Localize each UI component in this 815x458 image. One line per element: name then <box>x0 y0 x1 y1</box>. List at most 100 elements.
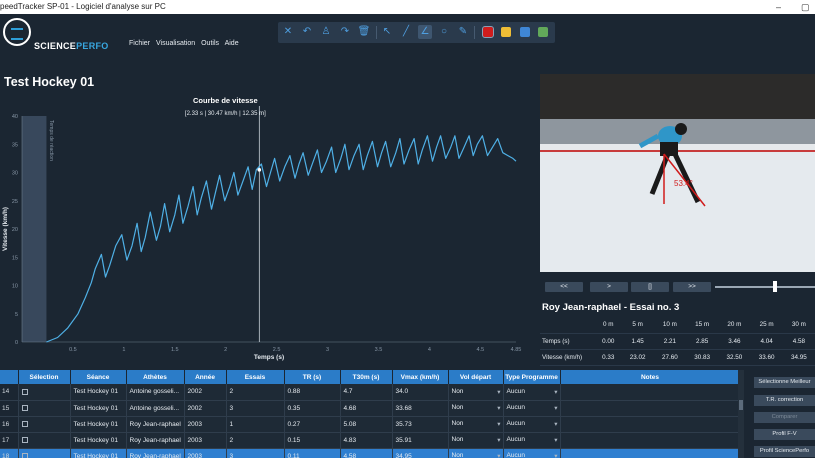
cell-essais-text: 2 <box>229 388 234 396</box>
dropdown-chevron-icon[interactable]: ▾ <box>497 388 501 396</box>
tr-correction-button[interactable]: T.R. correction <box>754 395 815 406</box>
column-header-essais[interactable]: Essais <box>226 370 285 384</box>
line-tool-icon[interactable]: ╱ <box>402 26 410 37</box>
column-header-selection[interactable]: Sélection <box>18 370 71 384</box>
table-scrollbar-thumb[interactable] <box>739 400 743 410</box>
cell-vol-depart[interactable]: Non ▾ <box>448 448 504 458</box>
blue-color-swatch[interactable] <box>520 27 530 37</box>
selection-checkbox[interactable] <box>18 400 71 417</box>
video-frame[interactable]: 53.4° <box>540 74 815 272</box>
menu-fichier[interactable]: Fichier <box>129 40 151 47</box>
cell-vol-depart[interactable]: Non ▾ <box>448 432 504 449</box>
cell-notes[interactable] <box>560 416 741 433</box>
table-row[interactable]: 15 Test Hockey 01 Antoine gosseli... 2002 3 0… <box>0 400 741 417</box>
column-header-type-programme[interactable]: Type Programme <box>503 370 561 384</box>
video-position-slider[interactable] <box>715 286 815 288</box>
column-header-vol-depart[interactable]: Vol départ <box>448 370 504 384</box>
speed-chart[interactable]: Temps de réaction 0 5 10 15 20 25 30 35 40 0.5 1 1.5… <box>0 92 530 362</box>
dropdown-chevron-icon[interactable]: ▾ <box>497 405 501 412</box>
redo-icon[interactable]: ↷ <box>340 26 350 37</box>
dropdown-chevron-icon[interactable]: ▾ <box>554 388 558 396</box>
menu-aide[interactable]: Aide <box>224 40 239 47</box>
cell-type-programme[interactable]: Aucun ▾ <box>503 384 561 401</box>
dropdown-chevron-icon[interactable]: ▾ <box>497 453 501 458</box>
menu-visualisation[interactable]: Visualisation <box>155 40 196 47</box>
checkbox-icon[interactable] <box>21 452 28 458</box>
column-header-seance[interactable]: Séance <box>70 370 127 384</box>
column-header-vmax[interactable]: Vmax (km/h) <box>392 370 449 384</box>
red-color-swatch[interactable] <box>482 26 494 38</box>
splits-corner-cell <box>540 317 595 334</box>
close-x-icon[interactable]: ✕ <box>283 26 293 37</box>
x-tick-label: 3 <box>326 347 329 353</box>
cell-athlete: Roy Jean-raphael <box>126 432 185 449</box>
cell-notes[interactable] <box>560 432 741 449</box>
play-button[interactable]: > <box>590 282 628 292</box>
cell-vmax-text: 35.91 <box>395 436 412 444</box>
selection-checkbox[interactable] <box>18 448 71 458</box>
rewind-button[interactable]: << <box>545 282 583 292</box>
profile-scienceperfo-button[interactable]: Profil SciencePerfo <box>754 446 815 457</box>
column-header-annee[interactable]: Année <box>184 370 227 384</box>
dropdown-chevron-icon[interactable]: ▾ <box>554 453 558 458</box>
table-scrollbar[interactable] <box>738 370 744 458</box>
cell-essais: 2 <box>226 384 285 401</box>
cell-vol-depart[interactable]: Non ▾ <box>448 384 504 401</box>
cell-seance: Test Hockey 01 <box>70 432 127 449</box>
cell-type-programme[interactable]: Aucun ▾ <box>503 432 561 449</box>
table-row[interactable]: 14 Test Hockey 01 Antoine gosseli... 2002 2 0… <box>0 384 741 401</box>
dropdown-chevron-icon[interactable]: ▾ <box>554 421 558 428</box>
selection-checkbox[interactable] <box>18 416 71 433</box>
cell-type-programme[interactable]: Aucun ▾ <box>503 448 561 458</box>
selection-checkbox[interactable] <box>18 384 71 401</box>
cell-notes[interactable] <box>560 448 741 458</box>
selection-checkbox[interactable] <box>18 432 71 449</box>
x-tick-label: 4 <box>428 347 431 353</box>
compare-button[interactable]: Comparer <box>754 412 815 423</box>
cursor-arrow-icon[interactable]: ↖ <box>382 26 392 37</box>
y-tick-label: 5 <box>15 312 18 318</box>
column-header-tr[interactable]: TR (s) <box>284 370 341 384</box>
trash-icon[interactable]: 🗑 <box>357 26 371 37</box>
brand-part1: SCIENCE <box>34 41 77 51</box>
profile-fv-button[interactable]: Profil F-V <box>754 429 815 440</box>
pause-button[interactable]: [] <box>631 282 669 292</box>
cell-athlete: Antoine gosseli... <box>126 384 185 401</box>
dropdown-chevron-icon[interactable]: ▾ <box>497 421 501 428</box>
brush-icon[interactable]: ♙ <box>321 26 331 37</box>
angle-tool-icon[interactable]: ∠ <box>418 25 432 39</box>
split-time-value: 4.04 <box>750 333 783 350</box>
cell-vol-depart[interactable]: Non ▾ <box>448 416 504 433</box>
column-header-notes[interactable]: Notes <box>560 370 741 384</box>
column-header-t30m[interactable]: T30m (s) <box>340 370 393 384</box>
column-header-athletes[interactable]: Athètes <box>126 370 185 384</box>
cell-tr-text: 0.35 <box>287 404 301 412</box>
undo-icon[interactable]: ↶ <box>302 26 312 37</box>
minimize-button[interactable]: – <box>776 2 782 12</box>
cell-vol-depart[interactable]: Non ▾ <box>448 400 504 417</box>
checkbox-icon[interactable] <box>21 420 28 427</box>
dropdown-chevron-icon[interactable]: ▾ <box>497 437 501 444</box>
pen-tool-icon[interactable]: ✎ <box>458 26 468 37</box>
maximize-button[interactable]: ▢ <box>801 2 810 12</box>
menu-outils[interactable]: Outils <box>201 40 220 47</box>
cell-type-programme[interactable]: Aucun ▾ <box>503 416 561 433</box>
table-row[interactable]: 18 Test Hockey 01 Roy Jean-raphael 2003 3 0.1… <box>0 448 741 458</box>
checkbox-icon[interactable] <box>21 436 28 443</box>
video-slider-handle[interactable] <box>773 281 777 292</box>
forward-button[interactable]: >> <box>673 282 711 292</box>
cell-notes[interactable] <box>560 384 741 401</box>
green-color-swatch[interactable] <box>538 27 548 37</box>
table-row[interactable]: 16 Test Hockey 01 Roy Jean-raphael 2003 1 0.2… <box>0 416 741 433</box>
circle-tool-icon[interactable]: ○ <box>440 26 448 37</box>
dropdown-chevron-icon[interactable]: ▾ <box>554 437 558 444</box>
checkbox-icon[interactable] <box>21 404 28 411</box>
cell-notes[interactable] <box>560 400 741 417</box>
table-row[interactable]: 17 Test Hockey 01 Roy Jean-raphael 2003 2 0.1… <box>0 432 741 449</box>
cell-type-programme[interactable]: Aucun ▾ <box>503 400 561 417</box>
cell-seance-text: Test Hockey 01 <box>73 436 118 444</box>
select-best-button[interactable]: Sélectionne Meilleur <box>754 377 815 388</box>
yellow-color-swatch[interactable] <box>501 27 511 37</box>
dropdown-chevron-icon[interactable]: ▾ <box>554 405 558 412</box>
checkbox-icon[interactable] <box>21 388 28 395</box>
